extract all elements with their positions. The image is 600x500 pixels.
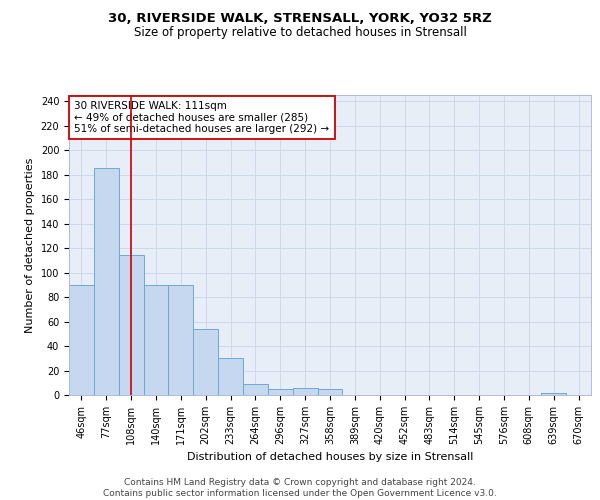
Bar xyxy=(193,329,218,395)
Bar xyxy=(317,389,343,395)
Text: Contains HM Land Registry data © Crown copyright and database right 2024.
Contai: Contains HM Land Registry data © Crown c… xyxy=(103,478,497,498)
Bar xyxy=(218,358,243,395)
Bar xyxy=(243,384,268,395)
Text: Size of property relative to detached houses in Strensall: Size of property relative to detached ho… xyxy=(134,26,466,39)
Bar xyxy=(69,285,94,395)
Text: 30, RIVERSIDE WALK, STRENSALL, YORK, YO32 5RZ: 30, RIVERSIDE WALK, STRENSALL, YORK, YO3… xyxy=(108,12,492,26)
Bar xyxy=(119,256,143,395)
Bar xyxy=(143,285,169,395)
Bar xyxy=(169,285,193,395)
X-axis label: Distribution of detached houses by size in Strensall: Distribution of detached houses by size … xyxy=(187,452,473,462)
Bar xyxy=(541,392,566,395)
Bar xyxy=(268,389,293,395)
Y-axis label: Number of detached properties: Number of detached properties xyxy=(25,158,35,332)
Bar xyxy=(94,168,119,395)
Bar xyxy=(293,388,317,395)
Text: 30 RIVERSIDE WALK: 111sqm
← 49% of detached houses are smaller (285)
51% of semi: 30 RIVERSIDE WALK: 111sqm ← 49% of detac… xyxy=(74,101,329,134)
